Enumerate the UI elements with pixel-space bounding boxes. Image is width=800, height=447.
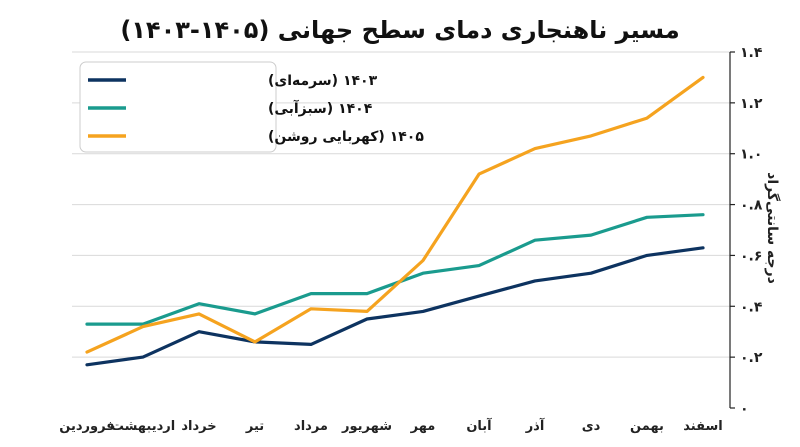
x-tick-label: اسفند [683, 419, 722, 434]
y-tick-label: ۰.۲ [740, 350, 763, 366]
x-tick-label: مهر [410, 419, 436, 434]
legend-box [79, 61, 277, 153]
y-tick-label: ۰.۶ [740, 248, 762, 264]
x-tick-label: اردیبهشت [111, 419, 175, 434]
legend-label: ۱۴۰۳ (سرمه‌ای) [268, 73, 378, 89]
x-tick-label: بهمن [630, 419, 664, 434]
legend-label: ۱۴۰۴ (سبزآبی) [268, 99, 373, 117]
y-tick-label: ۰.۸ [740, 198, 763, 214]
series-line [85, 246, 705, 367]
series-line [85, 75, 705, 354]
y-tick-label: ۰ [740, 401, 749, 417]
legend: ۱۴۰۳ (سرمه‌ای) ۱۴۰۴ (سبزآبی) ۱۴۰۵ (کهربایی… [79, 61, 424, 153]
y-axis-title: درجه سانتی‌گراد [764, 172, 781, 284]
y-tick-label: ۱.۲ [740, 96, 763, 112]
y-tick-label: ۱.۴ [740, 45, 763, 61]
x-tick-label: شهریور [341, 419, 392, 434]
x-tick-label: مرداد [294, 419, 328, 434]
x-tick-label: آذر [525, 417, 545, 434]
x-tick-label: دی [582, 419, 601, 434]
legend-label: ۱۴۰۵ (کهربایی روشن) [268, 129, 424, 145]
y-tick-label: ۰.۴ [740, 299, 763, 315]
x-tick-label: آبان [466, 417, 492, 434]
y-tick-label: ۱.۰ [740, 147, 762, 163]
series-line [85, 213, 705, 326]
chart-title: مسیر ناهنجاری دمای سطح جهانی (۱۴۰۵-۱۴۰۳) [120, 16, 679, 44]
x-tick-label: تیر [245, 419, 264, 434]
x-tick-label: خرداد [181, 419, 216, 434]
x-tick-label: فروردین [59, 419, 114, 434]
series-lines [85, 75, 705, 367]
y-axis: ۰ ۰.۲ ۰.۴ ۰.۶ ۰.۸ ۱.۰ ۱.۲ ۱.۴ [729, 45, 763, 417]
